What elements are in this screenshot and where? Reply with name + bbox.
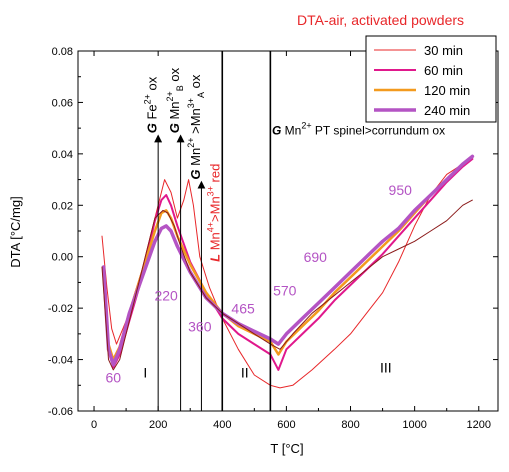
process-label-ion: Mn	[188, 148, 203, 170]
y-tick-label: -0.02	[48, 303, 73, 315]
x-axis-label: T [°C]	[270, 441, 303, 456]
region-label: II	[241, 365, 249, 381]
y-tick-label: 0.06	[52, 97, 73, 109]
ticks-layer: 0 200 400 600 800 1000 1200 -0.06 -0.04 -0.02 0.00…	[48, 46, 498, 431]
process-label-tail: >Mn	[208, 196, 223, 222]
x-tick-label: 400	[213, 419, 231, 431]
process-label-2: G Mn2+ >Mn3+A ox	[186, 74, 206, 179]
y-tick-label: 0.04	[52, 149, 73, 161]
process-label-prefix: G	[145, 123, 160, 133]
x-tick-label: 600	[277, 419, 295, 431]
temperature-label: 60	[105, 370, 121, 386]
temperature-label: 570	[273, 282, 297, 298]
temperature-label: 950	[389, 182, 413, 198]
legend-entry-0: 30 min	[424, 43, 463, 58]
process-label-superscript: 2+	[143, 94, 153, 104]
legend-entry-1: 60 min	[424, 63, 463, 78]
y-tick-label: 0.00	[52, 252, 73, 264]
process-label-subscript-2: A	[196, 92, 206, 98]
y-tick-label: 0.08	[52, 46, 73, 58]
temperature-label: 220	[154, 287, 178, 303]
process-label-superscript: 4+	[206, 222, 216, 232]
process-label-3: L Mn4+>Mn3+ red	[206, 164, 223, 262]
x-tick-label: 1000	[402, 419, 426, 431]
spinel-label-prefix: G	[272, 124, 281, 138]
legend: 30 min 60 min 120 min 240 min	[365, 35, 497, 123]
x-tick-label: 800	[341, 419, 359, 431]
process-label-subscript: B	[175, 85, 185, 91]
process-label-ion: Fe	[145, 104, 160, 123]
process-label-ion: Mn	[167, 101, 182, 123]
temperature-label: 360	[188, 318, 212, 334]
process-label-superscript: 2+	[186, 138, 196, 148]
region-label: I	[143, 365, 147, 381]
process-label-superscript: 2+	[165, 91, 175, 101]
y-axis-label: DTA [°C/mg]	[8, 196, 23, 267]
process-label-prefix: G	[167, 123, 182, 133]
series-layer	[101, 154, 475, 389]
spinel-label-tail: PT spinel>corrundum ox	[312, 124, 446, 138]
spinel-label-ion: Mn	[281, 124, 301, 138]
process-label-ion: Mn	[208, 232, 223, 254]
process-label-tail: ox	[167, 67, 182, 85]
process-label-tail-2: red	[208, 164, 223, 186]
temperature-label: 465	[231, 300, 255, 316]
annotation-layer: G Fe2+ oxG Mn2+B oxG Mn2+ >Mn3+A oxL Mn4…	[105, 51, 445, 411]
process-label-superscript-2: 3+	[186, 98, 196, 108]
process-label-superscript-2: 3+	[206, 186, 216, 196]
process-label-prefix: L	[208, 254, 223, 262]
y-tick-label: -0.04	[48, 355, 73, 367]
series-line-4	[101, 199, 473, 371]
x-tick-label: 200	[149, 419, 167, 431]
chart-title: DTA-air, activated powders	[297, 12, 464, 28]
process-label-tail: >Mn	[188, 108, 203, 137]
process-label-tail: ox	[145, 76, 160, 94]
region-label: III	[380, 359, 392, 375]
legend-entry-3: 240 min	[424, 103, 470, 118]
spinel-label-superscript: 2+	[301, 121, 311, 131]
legend-entry-2: 120 min	[424, 83, 470, 98]
process-label-0: G Fe2+ ox	[143, 76, 160, 133]
process-label-tail-2: ox	[188, 74, 203, 92]
spinel-label: G Mn2+ PT spinel>corrundum ox	[272, 121, 445, 138]
x-tick-label: 1200	[467, 419, 491, 431]
x-tick-label: 0	[91, 419, 97, 431]
process-label-1: G Mn2+B ox	[165, 67, 185, 133]
y-tick-label: 0.02	[52, 200, 73, 212]
temperature-label: 690	[304, 249, 328, 265]
series-line-3	[101, 154, 475, 367]
process-label-prefix: G	[188, 169, 203, 179]
y-tick-label: -0.06	[48, 406, 73, 418]
